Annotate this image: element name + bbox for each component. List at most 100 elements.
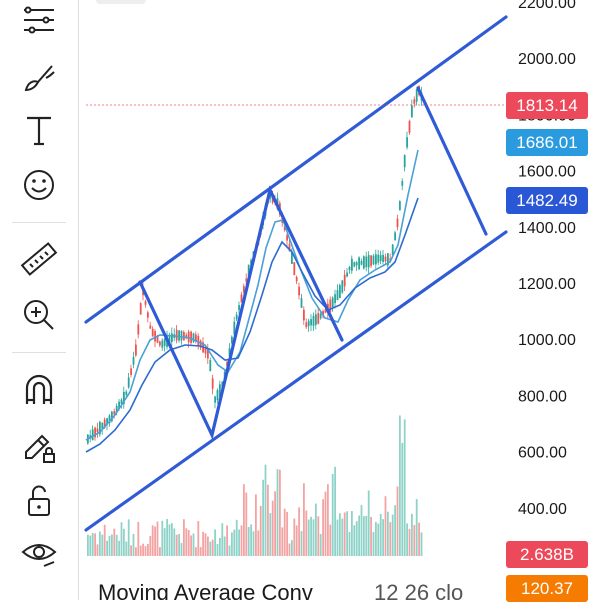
- ruler-icon[interactable]: [18, 238, 60, 280]
- volume-bar: [257, 530, 260, 556]
- candle: [399, 201, 401, 211]
- volume-bar: [415, 499, 418, 556]
- volume-bar: [168, 524, 171, 556]
- volume-bar: [238, 529, 240, 556]
- volume-bar: [221, 523, 224, 556]
- volume-bar: [288, 543, 291, 556]
- magnet-icon[interactable]: [18, 370, 60, 412]
- volume-bar: [87, 534, 89, 556]
- candle: [387, 253, 389, 266]
- fib-tool-icon[interactable]: [18, 0, 60, 42]
- candle: [355, 262, 358, 266]
- candle: [238, 305, 240, 311]
- volume-bar: [137, 521, 140, 556]
- emoji-icon[interactable]: [18, 164, 60, 206]
- candle: [106, 418, 108, 425]
- candle: [406, 137, 408, 148]
- volume-bar: [310, 516, 312, 556]
- candle: [219, 384, 221, 397]
- volume-bar: [106, 540, 108, 556]
- indicator-legend[interactable]: Moving Average Conv 12 26 clo: [86, 578, 506, 600]
- candle: [363, 256, 365, 269]
- volume-bar: [235, 519, 238, 556]
- candle: [283, 226, 286, 231]
- volume-bar: [300, 531, 303, 556]
- unlock-icon[interactable]: [18, 480, 60, 522]
- volume-bar: [293, 518, 296, 556]
- volume-bar: [132, 533, 135, 556]
- candle: [291, 252, 293, 264]
- candle: [211, 378, 214, 389]
- volume-bar: [245, 492, 248, 556]
- volume-bar: [307, 519, 310, 556]
- volume-bar: [216, 544, 219, 556]
- toolbar-divider: [12, 222, 66, 223]
- price-axis-label: 2200.00: [518, 0, 576, 12]
- candle: [113, 411, 116, 415]
- channel-upper-line: [84, 15, 508, 324]
- volume-bar: [125, 541, 128, 556]
- text-icon[interactable]: [18, 110, 60, 152]
- candle: [324, 308, 327, 313]
- volume-bar: [317, 516, 320, 556]
- volume-bar: [118, 540, 120, 556]
- candle: [159, 341, 161, 346]
- volume-bar: [413, 524, 416, 556]
- volume-bar: [346, 511, 348, 556]
- candle: [108, 415, 111, 424]
- zoom-in-icon[interactable]: [18, 294, 60, 336]
- candle: [216, 390, 219, 401]
- candle: [135, 344, 137, 356]
- price-axis-label: 2000.00: [518, 51, 576, 68]
- candle: [286, 235, 288, 241]
- volume-bar: [101, 534, 104, 556]
- candle: [185, 334, 188, 339]
- volume-bar: [202, 531, 204, 556]
- candle: [348, 266, 351, 271]
- candle: [228, 348, 231, 356]
- volume-bar: [303, 483, 305, 556]
- price-axis-label: 1600.00: [518, 164, 576, 181]
- volume-bar: [123, 528, 125, 556]
- volume-bar: [389, 522, 392, 556]
- candle: [379, 255, 382, 262]
- volume-bar: [327, 484, 329, 556]
- volume-bar: [240, 525, 243, 556]
- volume-bar: [219, 537, 221, 556]
- candle: [295, 277, 298, 282]
- volume-bar: [115, 534, 118, 556]
- current-price-tag: 1813.14: [506, 92, 588, 119]
- candle: [175, 329, 178, 341]
- brush-icon[interactable]: [18, 56, 60, 98]
- volume-bar: [319, 534, 322, 556]
- volume-bar: [199, 547, 202, 556]
- volume-bar: [353, 525, 356, 556]
- volume-bar: [375, 521, 377, 556]
- price-axis: 2200.002000.001800.001600.001400.001200.…: [518, 0, 576, 518]
- price-axis-label: 1200.00: [518, 276, 576, 293]
- candle: [91, 429, 94, 441]
- candle: [94, 427, 96, 438]
- moving-averages: [85, 149, 419, 453]
- volume-bar: [259, 505, 262, 556]
- eye-icon[interactable]: [18, 532, 60, 574]
- candle: [233, 321, 236, 335]
- volume-bar: [363, 516, 365, 556]
- candle: [132, 357, 135, 365]
- volume-bar: [343, 512, 346, 556]
- ma-fast-line: [85, 149, 419, 441]
- volume-bar: [315, 503, 317, 556]
- volume-bar: [355, 521, 358, 556]
- candle: [367, 255, 370, 268]
- volume-bar: [370, 517, 372, 556]
- lock-drawing-icon[interactable]: [18, 424, 60, 466]
- candle: [226, 361, 228, 367]
- volume-bar: [269, 513, 272, 556]
- volume-bar: [108, 535, 111, 556]
- candle: [307, 320, 310, 327]
- candle: [394, 232, 396, 241]
- candle: [118, 401, 120, 410]
- volume-bar: [276, 469, 279, 556]
- volume-bar: [214, 529, 216, 556]
